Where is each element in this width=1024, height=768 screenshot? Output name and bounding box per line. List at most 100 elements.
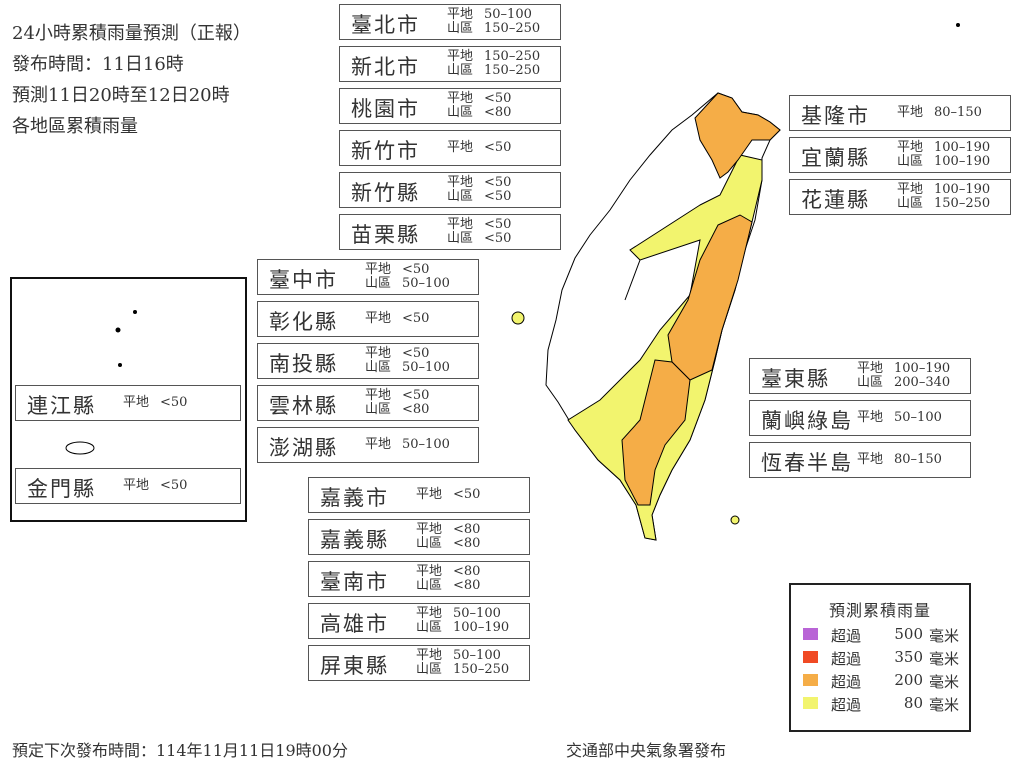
rainfall-values: 平地 80–150 bbox=[857, 453, 942, 467]
plain-value: <50 bbox=[484, 175, 512, 190]
region-name: 蘭嶼綠島 bbox=[761, 409, 853, 433]
rainfall-values: 平地 150–250 山區 150–250 bbox=[447, 50, 540, 78]
plain-value: <50 bbox=[453, 487, 481, 502]
region-name: 新北市 bbox=[351, 55, 420, 79]
rainfall-values: 平地 <80 山區 <80 bbox=[416, 565, 480, 593]
plain-label: 平地 bbox=[123, 395, 150, 410]
rainfall-values: 平地 50–100 山區 150–250 bbox=[416, 649, 509, 677]
plain-label: 平地 bbox=[447, 91, 474, 106]
legend-unit: 毫米 bbox=[929, 673, 960, 691]
rainfall-values: 平地 100–190 山區 100–190 bbox=[897, 141, 990, 169]
publisher: 交通部中央氣象署發布 bbox=[566, 741, 727, 760]
rainfall-values: 平地 <50 bbox=[123, 396, 187, 410]
plain-row: 平地 100–190 bbox=[897, 141, 990, 155]
mountain-label: 山區 bbox=[447, 189, 474, 204]
plain-value: <50 bbox=[402, 262, 430, 277]
legend-unit: 毫米 bbox=[929, 696, 960, 714]
plain-row: 平地 80–150 bbox=[897, 106, 982, 120]
plain-value: <80 bbox=[453, 522, 481, 537]
plain-label: 平地 bbox=[897, 182, 924, 197]
region-orange-north bbox=[694, 92, 781, 179]
mountain-value: 200–340 bbox=[894, 375, 951, 390]
title-line: 24小時累積雨量預測（正報） bbox=[12, 23, 251, 44]
rainfall-values: 平地 <50 山區 <80 bbox=[447, 92, 511, 120]
plain-label: 平地 bbox=[857, 410, 884, 425]
mountain-value: 100–190 bbox=[934, 154, 991, 169]
plain-row: 平地 <50 bbox=[365, 389, 429, 403]
plain-row: 平地 <50 bbox=[447, 141, 511, 155]
plain-value: <50 bbox=[484, 217, 512, 232]
mountain-row: 山區 <50 bbox=[447, 190, 511, 204]
plain-row: 平地 <50 bbox=[447, 176, 511, 190]
plain-value: <50 bbox=[160, 395, 188, 410]
mountain-value: 50–100 bbox=[402, 276, 450, 291]
legend-swatch bbox=[803, 651, 818, 663]
region-name: 嘉義縣 bbox=[320, 528, 389, 552]
mountain-value: 150–250 bbox=[484, 63, 541, 78]
region-box: 澎湖縣 平地 50–100 bbox=[257, 427, 479, 463]
rainfall-values: 平地 <50 山區 <50 bbox=[447, 218, 511, 246]
plain-label: 平地 bbox=[857, 361, 884, 376]
mountain-value: <80 bbox=[484, 105, 512, 120]
plain-value: 80–150 bbox=[934, 105, 982, 120]
legend-prefix: 超過 bbox=[831, 650, 862, 668]
region-box: 苗栗縣 平地 <50 山區 <50 bbox=[339, 214, 561, 250]
region-box: 臺中市 平地 <50 山區 50–100 bbox=[257, 259, 479, 295]
plain-row: 平地 100–190 bbox=[897, 183, 990, 197]
mountain-row: 山區 150–250 bbox=[416, 663, 509, 677]
rainfall-values: 平地 80–150 bbox=[897, 106, 982, 120]
plain-label: 平地 bbox=[123, 478, 150, 493]
mountain-label: 山區 bbox=[447, 63, 474, 78]
plain-label: 平地 bbox=[365, 437, 392, 452]
legend-prefix: 超過 bbox=[831, 696, 862, 714]
region-name: 高雄市 bbox=[320, 612, 389, 636]
plain-value: <50 bbox=[484, 91, 512, 106]
forecast-period: 預測11日20時至12日20時 bbox=[12, 85, 230, 106]
region-name: 臺中市 bbox=[269, 268, 338, 292]
map-title-block: 24小時累積雨量預測（正報） 發布時間：11日16時 預測11日20時至12日2… bbox=[12, 18, 251, 142]
region-box: 高雄市 平地 50–100 山區 100–190 bbox=[308, 603, 530, 639]
mountain-label: 山區 bbox=[897, 196, 924, 211]
region-box: 屏東縣 平地 50–100 山區 150–250 bbox=[308, 645, 530, 681]
legend-swatch bbox=[803, 674, 818, 686]
rainfall-values: 平地 100–190 山區 200–340 bbox=[857, 362, 950, 390]
next-issue-time: 預定下次發布時間：114年11月11日19時00分 bbox=[12, 741, 348, 760]
plain-value: 100–190 bbox=[894, 361, 951, 376]
plain-row: 平地 50–100 bbox=[416, 607, 509, 621]
legend-unit: 毫米 bbox=[929, 627, 960, 645]
region-box: 宜蘭縣 平地 100–190 山區 100–190 bbox=[789, 137, 1011, 173]
plain-label: 平地 bbox=[447, 175, 474, 190]
subtitle: 各地區累積雨量 bbox=[12, 116, 138, 137]
plain-value: 50–100 bbox=[484, 7, 532, 22]
region-box: 嘉義縣 平地 <80 山區 <80 bbox=[308, 519, 530, 555]
region-box: 臺北市 平地 50–100 山區 150–250 bbox=[339, 4, 561, 40]
legend-swatch bbox=[803, 628, 818, 640]
region-name: 臺北市 bbox=[351, 13, 420, 37]
mountain-label: 山區 bbox=[416, 620, 443, 635]
region-name: 南投縣 bbox=[269, 352, 338, 376]
plain-row: 平地 50–100 bbox=[416, 649, 509, 663]
region-box: 彰化縣 平地 <50 bbox=[257, 301, 479, 337]
rainfall-values: 平地 <50 bbox=[447, 141, 511, 155]
region-box: 南投縣 平地 <50 山區 50–100 bbox=[257, 343, 479, 379]
mountain-row: 山區 <80 bbox=[447, 106, 511, 120]
mountain-label: 山區 bbox=[416, 578, 443, 593]
mountain-label: 山區 bbox=[416, 662, 443, 677]
plain-row: 平地 150–250 bbox=[447, 50, 540, 64]
mountain-row: 山區 100–190 bbox=[897, 155, 990, 169]
mountain-row: 山區 150–250 bbox=[897, 197, 990, 211]
rainfall-values: 平地 50–100 山區 100–190 bbox=[416, 607, 509, 635]
rainfall-values: 平地 100–190 山區 150–250 bbox=[897, 183, 990, 211]
mountain-value: <50 bbox=[484, 189, 512, 204]
plain-value: <50 bbox=[402, 311, 430, 326]
region-name: 雲林縣 bbox=[269, 394, 338, 418]
legend-value: 80 bbox=[903, 694, 923, 712]
mountain-value: <80 bbox=[453, 578, 481, 593]
mountain-label: 山區 bbox=[416, 536, 443, 551]
mountain-label: 山區 bbox=[365, 360, 392, 375]
rainfall-values: 平地 <50 bbox=[123, 479, 187, 493]
plain-value: <50 bbox=[402, 388, 430, 403]
mountain-row: 山區 200–340 bbox=[857, 376, 950, 390]
legend-prefix: 超過 bbox=[831, 673, 862, 691]
